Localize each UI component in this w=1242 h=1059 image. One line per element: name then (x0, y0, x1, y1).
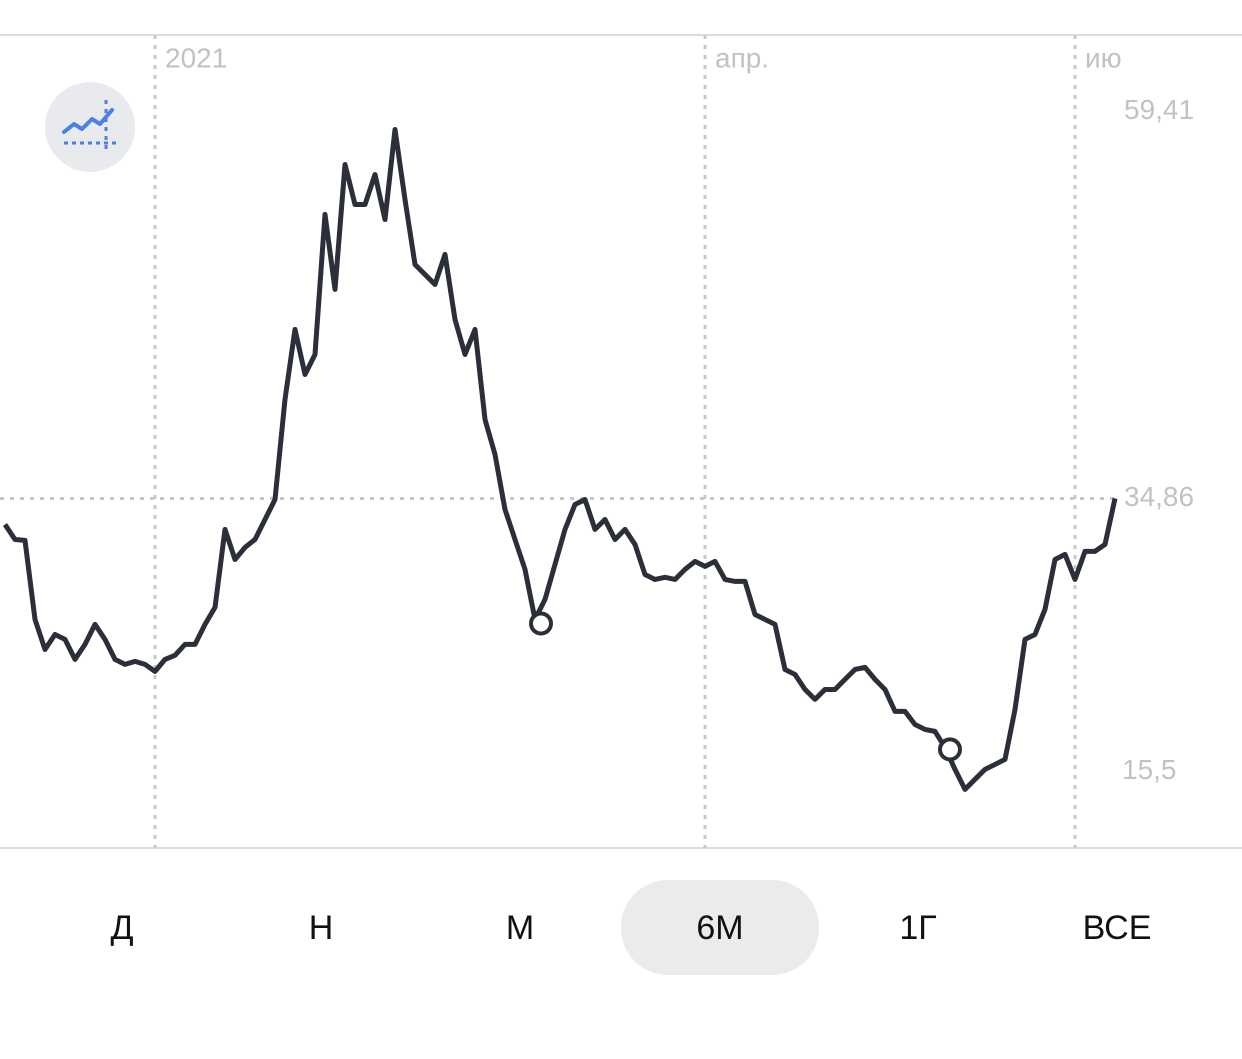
period-button[interactable]: 1Г (899, 909, 936, 947)
y-tick-label: 34,86 (1124, 481, 1194, 512)
period-button[interactable]: М (506, 909, 534, 947)
period-label: М (506, 909, 534, 947)
period-label: Н (309, 909, 334, 947)
plot: 59,41 34,86 15,5 (2, 94, 1194, 792)
period-button[interactable]: Н (309, 909, 334, 947)
x-tick-label: ию (1085, 42, 1122, 73)
period-button[interactable]: 6М (621, 880, 819, 975)
grid: 2021 апр. ию (0, 35, 1122, 848)
period-button[interactable]: ВСЕ (1083, 909, 1152, 947)
trade-marker (529, 611, 553, 636)
selected-pill (621, 880, 819, 975)
trade-marker (938, 737, 962, 762)
period-label: ВСЕ (1083, 909, 1152, 947)
y-tick-label: 15,5 (1122, 754, 1177, 785)
indicator-button[interactable] (45, 82, 135, 172)
x-tick-label: апр. (715, 42, 769, 73)
indicator-line (62, 108, 114, 134)
period-label: 6М (696, 909, 743, 947)
period-buttons: Д Н М 6М 1Г ВСЕ (110, 880, 1151, 975)
period-button[interactable]: Д (110, 909, 133, 947)
period-label: Д (110, 909, 133, 947)
x-tick-label: 2021 (165, 42, 227, 73)
period-label: 1Г (899, 909, 936, 947)
y-tick-label: 59,41 (1124, 94, 1194, 125)
indicator-bg (45, 82, 135, 172)
price-line (2, 127, 1118, 792)
